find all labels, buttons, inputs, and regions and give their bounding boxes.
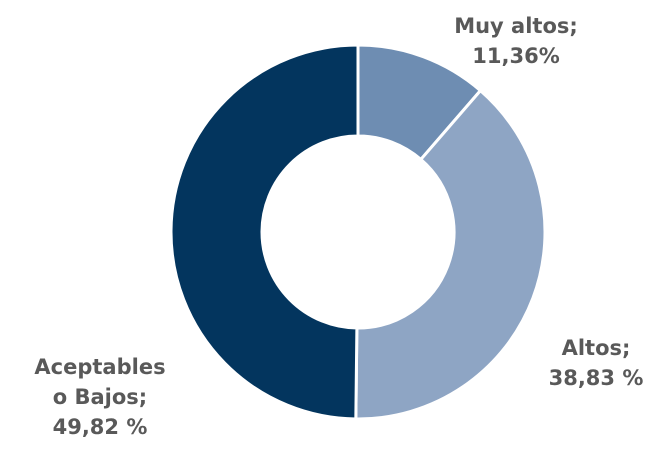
data-label-line: 38,83 %	[549, 366, 644, 390]
data-label-muy-altos: Muy altos; 11,36%	[454, 14, 578, 68]
slice-aceptables	[169, 43, 360, 421]
data-label-aceptables: Aceptables o Bajos; 49,82 %	[34, 355, 165, 439]
data-label-line: 49,82 %	[53, 415, 148, 439]
data-label-altos: Altos; 38,83 %	[549, 336, 644, 390]
slices-group	[169, 43, 547, 421]
data-label-line: Aceptables	[34, 355, 165, 379]
labels-group: Muy altos; 11,36% Altos; 38,83 % Aceptables o…	[34, 14, 643, 439]
data-label-line: 11,36%	[472, 44, 559, 68]
data-label-line: Muy altos;	[454, 14, 578, 38]
data-label-line: o Bajos;	[53, 385, 147, 409]
slice-altos	[354, 89, 547, 421]
data-label-line: Altos;	[562, 336, 631, 360]
